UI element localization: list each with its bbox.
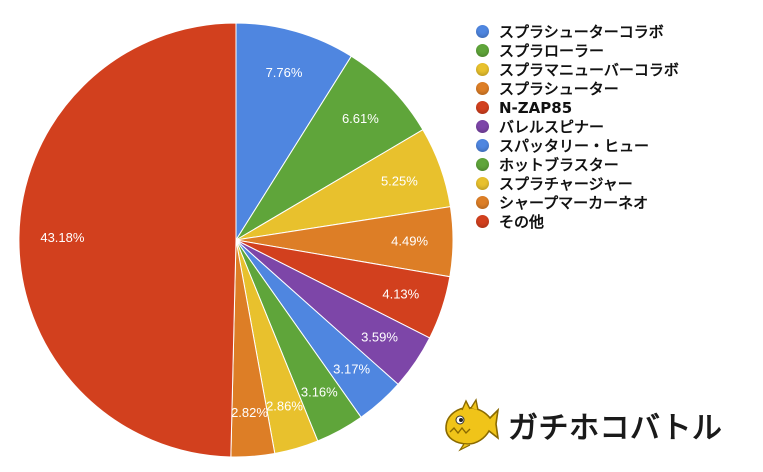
legend-swatch (476, 44, 489, 57)
legend-swatch (476, 25, 489, 38)
legend-item: その他 (476, 212, 679, 231)
legend-item: スプラシューター (476, 79, 679, 98)
legend-label: スプラシューターコラボ (499, 23, 664, 41)
legend-item: N-ZAP85 (476, 98, 679, 117)
legend-item: スプラチャージャー (476, 174, 679, 193)
slice-label-11: 43.18% (40, 230, 85, 245)
slice-label-2: 6.61% (342, 111, 379, 126)
legend-label: スパッタリー・ヒュー (499, 137, 650, 155)
legend-swatch (476, 120, 489, 133)
pie-slice-11 (18, 22, 237, 458)
legend-swatch (476, 196, 489, 209)
legend-item: スプラマニューバーコラボ (476, 60, 679, 79)
slice-label-4: 4.49% (391, 233, 428, 248)
legend-swatch (476, 177, 489, 190)
brand-text: ガチホコバトル (508, 411, 723, 446)
slice-label-1: 7.76% (266, 65, 303, 80)
legend-swatch (476, 82, 489, 95)
slice-label-9: 2.86% (266, 399, 303, 414)
pie-slice-2 (235, 55, 424, 241)
legend-label: ホットブラスター (499, 156, 619, 174)
slice-label-7: 3.17% (333, 362, 370, 377)
legend: スプラシューターコラボ スプラローラー スプラマニューバーコラボ スプラシューター N-… (476, 22, 679, 231)
legend-item: スパッタリー・ヒュー (476, 136, 679, 155)
legend-label: スプラシューター (499, 80, 619, 98)
slice-label-10: 2.82% (231, 405, 268, 420)
legend-swatch (476, 63, 489, 76)
brand: ガチホコバトル (440, 398, 722, 452)
slice-label-5: 4.13% (382, 287, 419, 302)
legend-label: バレルスピナー (499, 118, 605, 136)
slice-label-3: 5.25% (381, 174, 418, 189)
legend-label: シャープマーカーネオ (499, 194, 649, 212)
legend-swatch (476, 139, 489, 152)
slice-label-8: 3.16% (301, 384, 338, 399)
legend-swatch (476, 101, 489, 114)
legend-item: バレルスピナー (476, 117, 679, 136)
legend-item: ホットブラスター (476, 155, 679, 174)
legend-swatch (476, 158, 489, 171)
legend-item: スプラローラー (476, 41, 679, 60)
legend-swatch (476, 215, 489, 228)
legend-item: シャープマーカーネオ (476, 193, 679, 212)
legend-label: スプラローラー (499, 42, 605, 60)
slice-label-6: 3.59% (361, 330, 398, 345)
pie-chart: 7.76% 6.61% 5.25% 4.49% 4.13% 3.59% 3.17% 3.16%… (18, 22, 454, 458)
legend-label: スプラチャージャー (499, 175, 633, 193)
legend-label: スプラマニューバーコラボ (499, 61, 679, 79)
legend-item: スプラシューターコラボ (476, 22, 679, 41)
legend-label: N-ZAP85 (499, 98, 573, 117)
legend-label: その他 (499, 213, 545, 231)
golden-fish-icon (445, 398, 500, 452)
pie-slice-1 (235, 22, 353, 242)
